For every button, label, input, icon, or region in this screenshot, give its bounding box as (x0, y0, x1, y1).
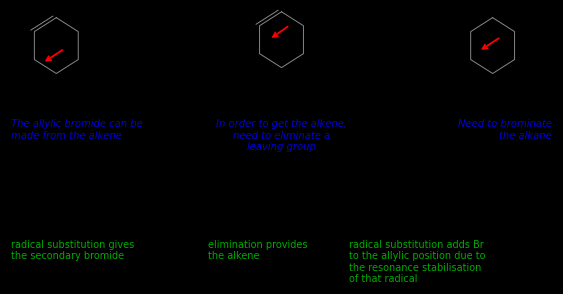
Text: radical substitution adds Br
to the allylic position due to
the resonance stabil: radical substitution adds Br to the ally… (349, 240, 485, 284)
Text: Need to brominate
the alkane: Need to brominate the alkane (458, 119, 552, 141)
Text: radical substitution gives
the secondary bromide: radical substitution gives the secondary… (11, 240, 135, 261)
Text: elimination provides
the alkene: elimination provides the alkene (208, 240, 308, 261)
Text: The allylic bromide can be
made from the alkene: The allylic bromide can be made from the… (11, 119, 143, 141)
Text: In order to get the alkene,
need to eliminate a
leaving group: In order to get the alkene, need to elim… (216, 119, 347, 152)
